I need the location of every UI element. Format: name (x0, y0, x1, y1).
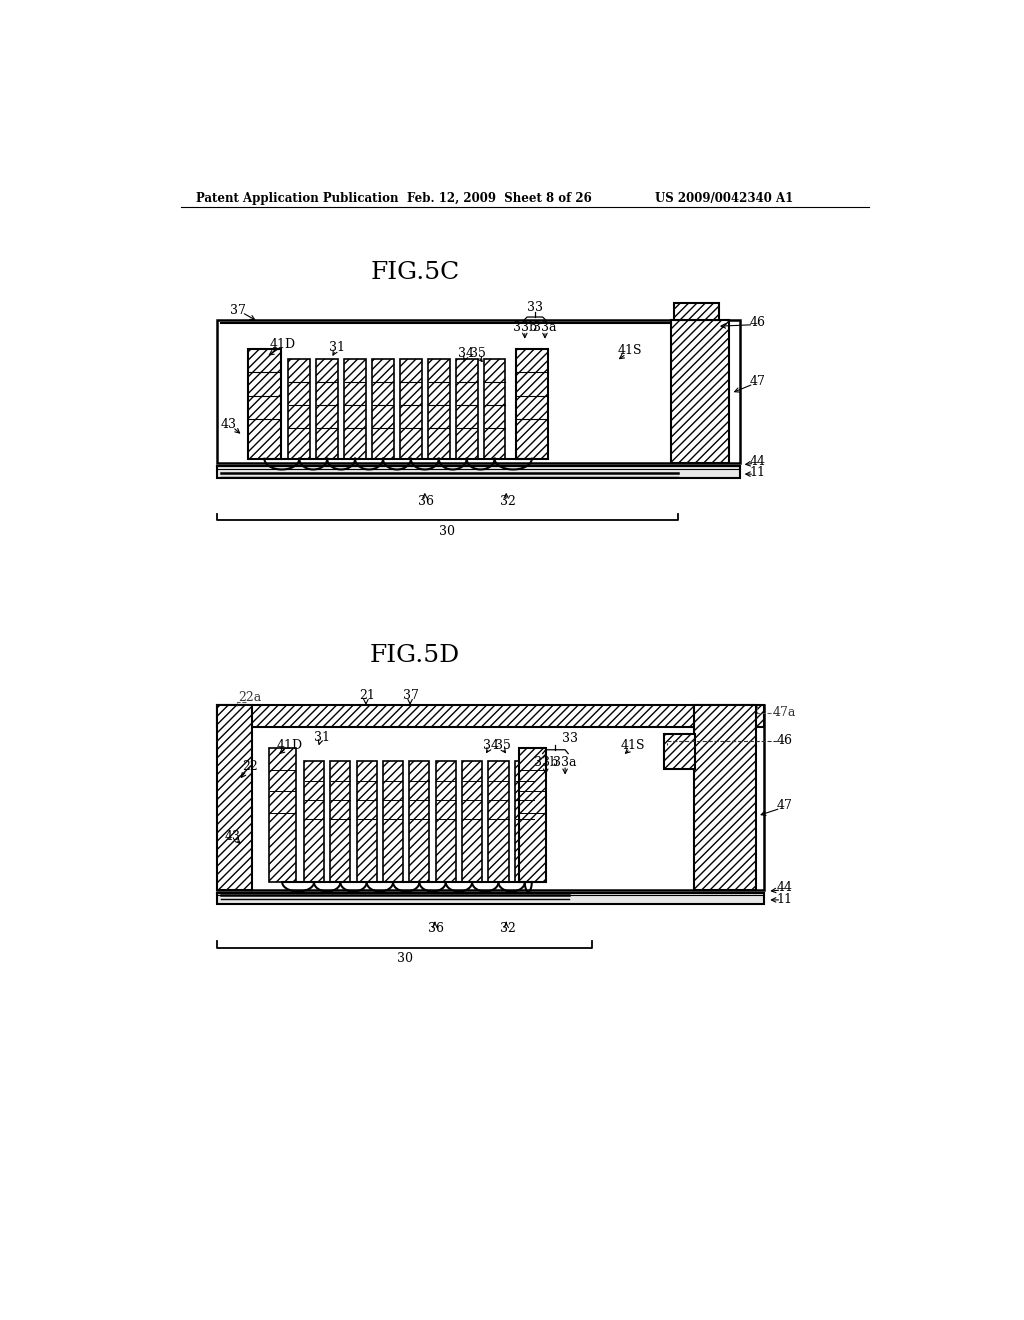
Text: 37: 37 (402, 689, 419, 702)
Text: 33: 33 (527, 301, 543, 314)
Bar (217, 321, 740, 462)
Text: Feb. 12, 2009  Sheet 8 of 26: Feb. 12, 2009 Sheet 8 of 26 (407, 191, 592, 205)
Bar (289, 359, 310, 459)
Text: 35: 35 (470, 347, 486, 360)
Bar (217, 466, 740, 478)
Text: 30: 30 (396, 952, 413, 965)
Bar (456, 359, 477, 459)
Bar (217, 705, 252, 890)
Text: 22: 22 (242, 760, 258, 774)
Text: 41S: 41S (621, 739, 645, 752)
Bar (675, 304, 719, 321)
Text: 34: 34 (458, 347, 474, 360)
Bar (248, 350, 281, 459)
Text: 33a: 33a (534, 321, 557, 334)
Bar (671, 321, 729, 462)
Bar (462, 762, 482, 882)
Bar (217, 894, 764, 904)
Text: 33b: 33b (534, 755, 558, 768)
Text: 36: 36 (428, 921, 444, 935)
Bar (383, 762, 403, 882)
Bar (217, 705, 764, 726)
Text: 34: 34 (482, 739, 499, 751)
Text: Patent Application Publication: Patent Application Publication (197, 191, 398, 205)
Text: 33b: 33b (513, 321, 537, 334)
Text: 33: 33 (562, 733, 578, 746)
Text: 37: 37 (230, 304, 246, 317)
Text: US 2009/0042340 A1: US 2009/0042340 A1 (655, 191, 794, 205)
Text: 44: 44 (776, 880, 793, 894)
Text: 41D: 41D (276, 739, 302, 751)
Text: 32: 32 (500, 495, 516, 508)
Bar (316, 359, 338, 459)
Text: 41S: 41S (617, 345, 642, 358)
Bar (356, 762, 377, 882)
Bar (665, 734, 695, 770)
Text: 21: 21 (358, 689, 375, 702)
Bar (372, 359, 394, 459)
Text: 43: 43 (221, 417, 237, 430)
Bar (515, 350, 548, 459)
Text: 47a: 47a (773, 706, 796, 719)
Text: FIG.5D: FIG.5D (370, 644, 460, 667)
Bar (483, 359, 506, 459)
Bar (693, 705, 756, 890)
Bar (435, 762, 456, 882)
Text: 47: 47 (776, 799, 793, 812)
Bar (269, 748, 296, 882)
Text: 32: 32 (500, 921, 516, 935)
Text: 22a: 22a (238, 690, 261, 704)
Text: FIG.5C: FIG.5C (370, 261, 460, 284)
Text: 31: 31 (330, 341, 345, 354)
Text: 36: 36 (419, 495, 434, 508)
Text: 35: 35 (496, 739, 511, 751)
Bar (428, 359, 450, 459)
Text: 46: 46 (776, 734, 793, 747)
Text: 31: 31 (313, 731, 330, 744)
Text: 33a: 33a (553, 755, 577, 768)
Text: 11: 11 (776, 894, 793, 907)
Text: 30: 30 (439, 524, 456, 537)
Text: 46: 46 (750, 315, 765, 329)
Bar (217, 705, 764, 890)
Bar (344, 359, 366, 459)
Bar (518, 748, 546, 882)
Text: 44: 44 (750, 454, 765, 467)
Bar (410, 762, 429, 882)
Text: 41D: 41D (270, 338, 296, 351)
Bar (488, 762, 509, 882)
Bar (515, 762, 535, 882)
Bar (331, 762, 350, 882)
Bar (400, 359, 422, 459)
Text: 47: 47 (750, 375, 765, 388)
Bar (304, 762, 324, 882)
Text: 43: 43 (224, 829, 241, 842)
Text: 11: 11 (750, 466, 765, 479)
